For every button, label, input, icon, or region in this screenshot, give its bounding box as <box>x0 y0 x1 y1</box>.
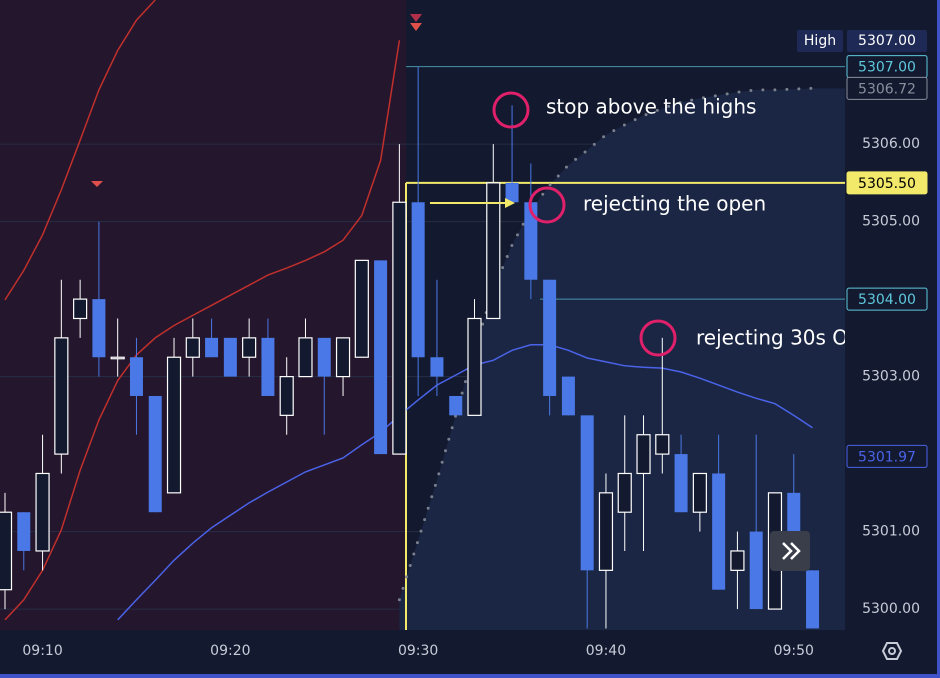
candle-body <box>335 337 351 378</box>
candle-body <box>524 202 538 280</box>
scroll-icon <box>782 542 801 560</box>
candle-body <box>674 454 688 513</box>
frame <box>937 0 940 678</box>
cloud-area <box>399 88 845 631</box>
candle-body <box>185 337 200 358</box>
overlay-line <box>4 0 156 301</box>
price-tag-label: 5307.00 <box>858 60 916 76</box>
candle-body <box>205 337 219 358</box>
candle-body <box>411 202 425 358</box>
time-axis <box>0 630 940 678</box>
candle-body <box>374 260 388 455</box>
axis-labels: 5300.00 5301.00 5303.00 5305.00 5306.00 09:10… <box>22 30 928 659</box>
candle-body <box>655 434 670 455</box>
x-tick-label: 09:10 <box>22 643 62 659</box>
y-tick-label: 5300.00 <box>862 601 920 617</box>
pre-open-zone <box>0 0 406 630</box>
annotation: rejecting 30s OR <box>696 326 862 350</box>
highlight-circle <box>528 186 566 224</box>
y-tick-label: 5303.00 <box>862 369 920 385</box>
annotation: rejecting the open <box>583 192 766 216</box>
candle-body <box>354 259 369 358</box>
candle-body <box>467 317 482 416</box>
candle-body <box>166 356 182 494</box>
settings-icon[interactable] <box>881 642 903 660</box>
frame <box>0 674 940 678</box>
price-tag-label: 5305.50 <box>858 176 916 192</box>
x-tick-label: 09:20 <box>210 643 250 659</box>
highlight-circle <box>492 91 530 129</box>
annotation: stop above the highs <box>546 95 756 119</box>
price-tag <box>846 444 928 468</box>
candle-body <box>430 357 444 377</box>
candle-body <box>35 472 50 552</box>
high-tag-value: 5307.00 <box>858 33 916 49</box>
candle-body <box>54 337 69 455</box>
candle-body <box>392 201 407 455</box>
price-tag-label: 5304.00 <box>858 292 916 308</box>
candle-body <box>505 182 519 203</box>
candle-body <box>223 337 237 377</box>
candle-body <box>543 279 557 396</box>
price-tag-label: 5301.97 <box>858 449 916 465</box>
candle-body <box>261 337 275 396</box>
overlay-line <box>117 344 813 621</box>
y-tick-label: 5301.00 <box>862 524 920 540</box>
candle-body <box>242 337 257 358</box>
high-tag <box>847 30 927 52</box>
signal-marker <box>410 14 422 22</box>
candle-body <box>279 376 294 416</box>
price-tag <box>846 76 928 100</box>
settings-icon <box>888 647 896 655</box>
highlight-circle <box>639 319 677 357</box>
candle-body <box>712 473 726 590</box>
candle-body <box>0 511 13 591</box>
plot-area <box>0 0 845 631</box>
candle-body <box>636 434 651 475</box>
high-tag <box>797 30 843 52</box>
candle-body <box>129 357 143 396</box>
candle-body <box>598 492 614 571</box>
arrow-head <box>505 198 515 208</box>
price-axis <box>845 0 940 678</box>
candle-body <box>148 395 162 513</box>
candle-body <box>110 356 125 360</box>
candle-body <box>449 395 463 416</box>
signal-marker <box>410 23 422 31</box>
price-tag-label: 5306.72 <box>858 81 916 97</box>
candle-body <box>298 337 313 378</box>
candle-body <box>730 550 745 571</box>
signal-marker <box>91 181 103 187</box>
candle-body <box>17 512 31 551</box>
x-tick-label: 09:30 <box>398 643 438 659</box>
high-tag-label: High <box>804 33 836 49</box>
candle-body <box>787 492 801 532</box>
price-tag <box>846 287 928 311</box>
candle-body <box>749 531 763 610</box>
x-tick-label: 09:50 <box>774 643 814 659</box>
x-tick-label: 09:40 <box>586 643 626 659</box>
candle-body <box>806 570 820 629</box>
candle-body <box>92 299 106 358</box>
candle-body <box>317 337 331 377</box>
candle-body <box>486 182 501 320</box>
y-tick-label: 5305.00 <box>862 214 920 230</box>
candle-body <box>692 472 707 513</box>
overlay-line <box>4 40 401 621</box>
candle-body <box>617 472 632 513</box>
candle-body <box>580 415 594 571</box>
candle-body <box>561 376 575 416</box>
candle-body <box>73 298 88 320</box>
y-tick-label: 5306.00 <box>862 136 920 152</box>
price-tag <box>846 171 928 195</box>
